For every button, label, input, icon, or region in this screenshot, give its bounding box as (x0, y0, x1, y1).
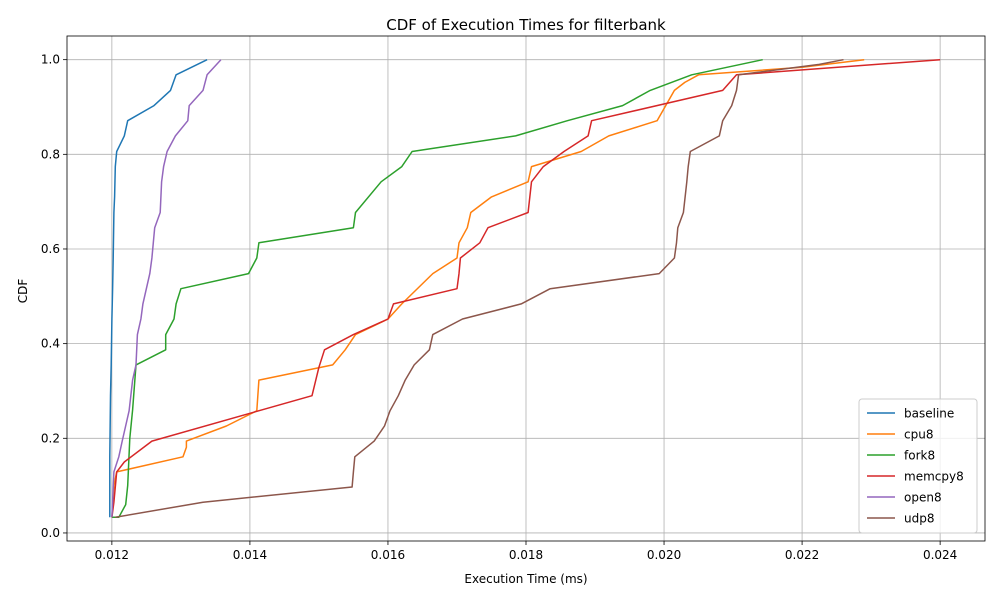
legend-label-cpu8: cpu8 (904, 428, 933, 442)
series-line-memcpy8 (111, 58, 941, 518)
legend-box (858, 398, 978, 534)
y-tick-label: 1.0 (41, 53, 60, 67)
series-lines (109, 58, 941, 519)
x-tick-label: 0.014 (233, 548, 267, 562)
series-line-udp8 (115, 58, 844, 519)
x-tick-label: 0.012 (95, 548, 129, 562)
y-axis-ticks: 0.0 0.2 0.4 0.6 0.8 1.0 (41, 53, 67, 540)
x-tick-label: 0.022 (785, 548, 819, 562)
series-line-open8 (111, 59, 222, 518)
legend-label-udp8: udp8 (904, 512, 934, 526)
y-tick-label: 0.2 (41, 431, 60, 445)
y-tick-label: 0.8 (41, 147, 60, 161)
series-line-baseline (109, 59, 208, 518)
series-line-fork8 (111, 58, 763, 519)
x-tick-label: 0.018 (509, 548, 543, 562)
legend: baseline cpu8 fork8 memcpy8 open8 udp8 (858, 398, 978, 534)
chart-title: CDF of Execution Times for filterbank (386, 16, 666, 34)
x-tick-label: 0.024 (923, 548, 957, 562)
x-tick-label: 0.016 (371, 548, 405, 562)
x-axis-ticks: 0.012 0.014 0.016 0.018 0.020 0.022 0.024 (95, 541, 957, 562)
legend-label-memcpy8: memcpy8 (904, 470, 964, 484)
y-axis-label: CDF (16, 279, 30, 304)
grid (67, 36, 985, 541)
series-line-cpu8 (111, 58, 865, 518)
legend-label-baseline: baseline (904, 407, 954, 421)
y-tick-label: 0.6 (41, 242, 60, 256)
y-tick-label: 0.0 (41, 526, 60, 540)
legend-label-open8: open8 (904, 491, 942, 505)
x-axis-label: Execution Time (ms) (464, 572, 587, 586)
y-tick-label: 0.4 (41, 337, 60, 351)
legend-label-fork8: fork8 (904, 449, 935, 463)
x-tick-label: 0.020 (647, 548, 681, 562)
